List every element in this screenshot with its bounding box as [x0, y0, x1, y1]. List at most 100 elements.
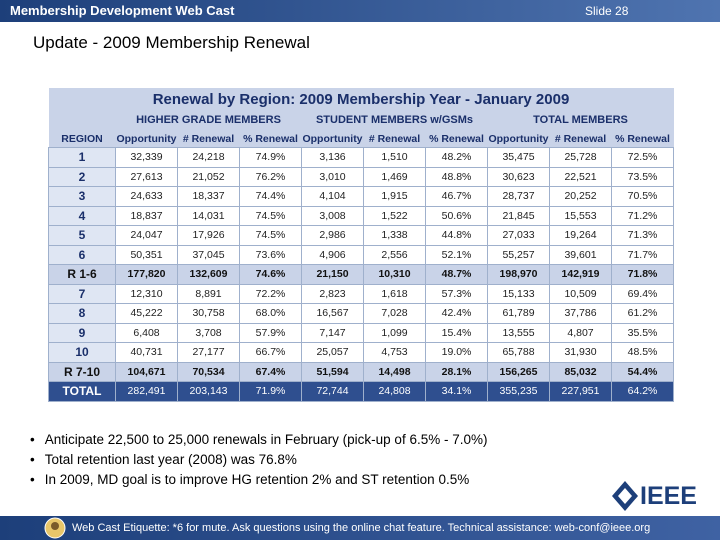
table-cell: 70.5%: [610, 186, 675, 207]
table-cell: 74.5%: [239, 225, 302, 246]
table-cell: 1,618: [363, 283, 426, 304]
column-header: Opportunity: [115, 130, 178, 148]
table-row: 5 24,047 17,926 74.5% 2,986 1,338 44.8% 27,033 1…: [48, 225, 675, 246]
table-cell: 203,143: [177, 381, 240, 402]
slide-number: Slide 28: [585, 4, 629, 18]
table-cell: 10: [48, 342, 116, 363]
footer-text: Web Cast Etiquette: *6 for mute. Ask que…: [72, 522, 651, 534]
bullet-list: Anticipate 22,500 to 25,000 renewals in …: [30, 432, 488, 492]
table-cell: 46.7%: [425, 186, 488, 207]
table-cell: 3,708: [177, 322, 240, 343]
table-cell: 1,338: [363, 225, 426, 246]
table-cell: 51,594: [301, 361, 364, 382]
column-header: Opportunity: [301, 130, 364, 148]
table-cell: 35,475: [487, 147, 550, 168]
table-cell: 177,820: [115, 264, 178, 285]
table-cell: 13,555: [487, 322, 550, 343]
table-cell: 3,008: [301, 205, 364, 226]
table-cell: 30,623: [487, 166, 550, 187]
table-cell: 24,047: [115, 225, 178, 246]
table-cell: 32,339: [115, 147, 178, 168]
table-cell: 76.2%: [239, 166, 302, 187]
renewal-table: Renewal by Region: 2009 Membership Year …: [48, 88, 675, 402]
table-cell: 52.1%: [425, 244, 488, 265]
column-row: REGION Opportunity # Renewal% Renewal Oppor…: [48, 130, 674, 148]
table-cell: 55,257: [487, 244, 550, 265]
table-cell: 37,786: [549, 303, 612, 324]
table-cell: 24,633: [115, 186, 178, 207]
table-cell: 24,218: [177, 147, 240, 168]
table-cell: 42.4%: [425, 303, 488, 324]
table-cell: 4: [48, 205, 116, 226]
table-cell: 4,753: [363, 342, 426, 363]
table-cell: 48.2%: [425, 147, 488, 168]
table-cell: 37,045: [177, 244, 240, 265]
table-row: 6 50,351 37,045 73.6% 4,906 2,556 52.1% 55,257 3…: [48, 244, 675, 265]
table-cell: 27,177: [177, 342, 240, 363]
table-cell: 45,222: [115, 303, 178, 324]
table-row: TOTAL 282,491 203,143 71.9% 72,744 24,808 34.1…: [48, 381, 675, 402]
table-cell: 54.4%: [610, 361, 675, 382]
table-cell: 1,510: [363, 147, 426, 168]
table-cell: 8: [48, 303, 116, 324]
table-row: 7 12,310 8,891 72.2% 2,823 1,618 57.3% 15,133 10…: [48, 283, 675, 304]
table-cell: 72.5%: [610, 147, 675, 168]
table-cell: 31,930: [549, 342, 612, 363]
table-title: Renewal by Region: 2009 Membership Year …: [48, 88, 674, 110]
table-cell: 4,906: [301, 244, 364, 265]
table-cell: TOTAL: [48, 381, 116, 402]
column-header: # Renewal: [363, 130, 426, 148]
table-cell: 14,498: [363, 361, 426, 382]
table-cell: 70,534: [177, 361, 240, 382]
table-cell: 7,147: [301, 322, 364, 343]
table-row: R 1-6 177,820 132,609 74.6% 21,150 10,310 48.7…: [48, 264, 675, 285]
table-cell: 18,837: [115, 205, 178, 226]
table-cell: 156,265: [487, 361, 550, 382]
table-cell: 44.8%: [425, 225, 488, 246]
table-cell: 40,731: [115, 342, 178, 363]
table-row: 1 32,339 24,218 74.9% 3,136 1,510 48.2% 35,475 2…: [48, 147, 675, 168]
table-row: 10 40,731 27,177 66.7% 25,057 4,753 19.0% 65,78…: [48, 342, 675, 363]
table-cell: 71.8%: [610, 264, 675, 285]
table-row: 3 24,633 18,337 74.4% 4,104 1,915 46.7% 28,737 2…: [48, 186, 675, 207]
table-cell: 132,609: [177, 264, 240, 285]
table-cell: 65,788: [487, 342, 550, 363]
table-row: 8 45,222 30,758 68.0% 16,567 7,028 42.4% 61,789…: [48, 303, 675, 324]
table-cell: 27,033: [487, 225, 550, 246]
table-cell: 1,099: [363, 322, 426, 343]
table-cell: 12,310: [115, 283, 178, 304]
table-cell: 1,915: [363, 186, 426, 207]
table-cell: 282,491: [115, 381, 178, 402]
column-header: REGION: [48, 130, 116, 148]
table-cell: 24,808: [363, 381, 426, 402]
table-cell: R 7-10: [48, 361, 116, 382]
table-row: 4 18,837 14,031 74.5% 3,008 1,522 50.6% 21,845 1…: [48, 205, 675, 226]
table-cell: 30,758: [177, 303, 240, 324]
table-cell: 50,351: [115, 244, 178, 265]
bullet: Anticipate 22,500 to 25,000 renewals in …: [30, 432, 488, 452]
header-bar: Membership Development Web Cast Slide 28: [0, 0, 720, 22]
column-header: % Renewal: [239, 130, 302, 148]
table-cell: 10,310: [363, 264, 426, 285]
table-cell: 227,951: [549, 381, 612, 402]
table-cell: 27,613: [115, 166, 178, 187]
table-cell: 22,521: [549, 166, 612, 187]
table-cell: 64.2%: [610, 381, 675, 402]
table-cell: 74.5%: [239, 205, 302, 226]
table-cell: 3,010: [301, 166, 364, 187]
table-cell: 1: [48, 147, 116, 168]
table-cell: 28,737: [487, 186, 550, 207]
table-cell: 73.5%: [610, 166, 675, 187]
table-cell: 71.3%: [610, 225, 675, 246]
table-cell: 15,553: [549, 205, 612, 226]
group-header: STUDENT MEMBERS w/GSMs: [301, 110, 488, 130]
bullet: Total retention last year (2008) was 76.…: [30, 452, 487, 472]
table-cell: 21,150: [301, 264, 364, 285]
table-cell: 2,986: [301, 225, 364, 246]
table-cell: 21,052: [177, 166, 240, 187]
table-cell: R 1-6: [48, 264, 116, 285]
bullet: In 2009, MD goal is to improve HG retent…: [30, 472, 487, 492]
table-cell: 25,057: [301, 342, 364, 363]
group-row: HIGHER GRADE MEMBERS STUDENT MEMBERS w/GS…: [48, 110, 674, 130]
